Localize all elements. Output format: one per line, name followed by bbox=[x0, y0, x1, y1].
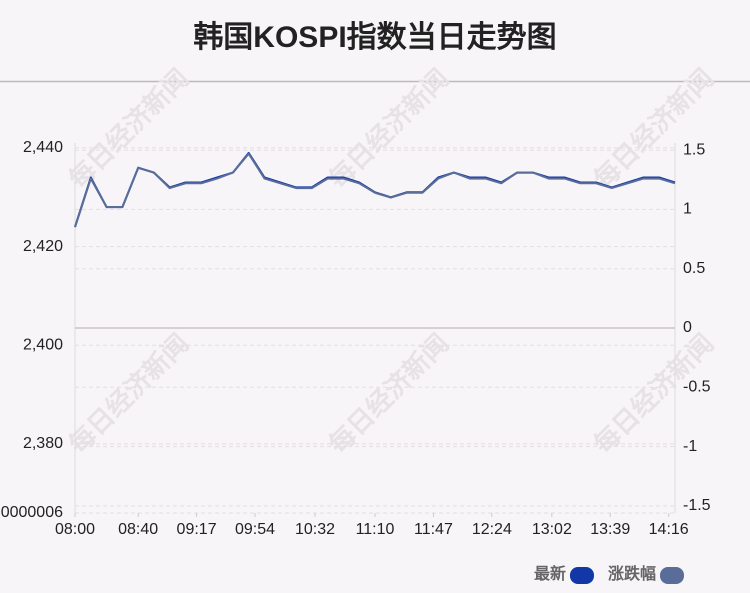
y2-tick-label: 1.5 bbox=[683, 141, 705, 158]
chart-title: 韩国KOSPI指数当日走势图 bbox=[193, 21, 556, 54]
x-tick-label: 12:24 bbox=[472, 521, 512, 538]
x-tick-label: 09:17 bbox=[177, 521, 217, 538]
legend-swatch bbox=[660, 567, 684, 584]
y-tick-label: 2,420 bbox=[23, 238, 63, 255]
y2-tick-label: 0.5 bbox=[683, 260, 705, 277]
x-tick-label: 11:47 bbox=[414, 521, 453, 538]
x-tick-label: 13:39 bbox=[590, 521, 630, 538]
x-tick-label: 08:00 bbox=[55, 521, 95, 538]
series-line bbox=[74, 152, 676, 228]
y-tick-label: 2,440 bbox=[23, 139, 63, 156]
legend-label: 涨跌幅 bbox=[608, 564, 656, 583]
y2-tick-label: 1 bbox=[683, 201, 692, 218]
x-tick-label: 11:10 bbox=[356, 521, 395, 538]
y-tick-label: 2,400 bbox=[23, 336, 63, 353]
legend-label: 最新 bbox=[534, 564, 566, 583]
y2-tick-label: 0 bbox=[683, 319, 692, 336]
x-tick-label: 08:40 bbox=[118, 521, 158, 538]
x-tick-label: 13:02 bbox=[532, 521, 572, 538]
y-tick-label: 0000006 bbox=[1, 504, 63, 521]
x-tick-label: 14:16 bbox=[649, 521, 689, 538]
x-tick-label: 10:32 bbox=[295, 521, 335, 538]
y-tick-label: 2,380 bbox=[23, 435, 63, 452]
legend-swatch bbox=[569, 567, 594, 584]
y2-tick-label: -0.5 bbox=[683, 379, 711, 396]
x-tick-label: 09:54 bbox=[235, 521, 275, 538]
y2-tick-label: -1.5 bbox=[683, 497, 711, 514]
y2-tick-label: -1 bbox=[683, 438, 697, 455]
